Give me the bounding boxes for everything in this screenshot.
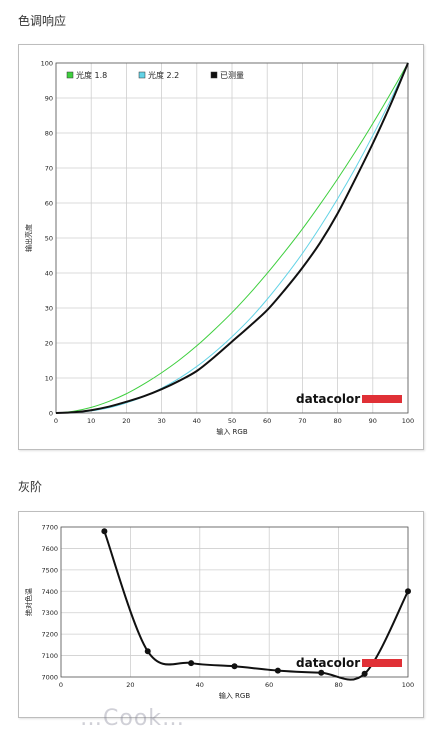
data-point <box>274 667 281 674</box>
y-tick-label: 7700 <box>41 524 58 532</box>
x-tick-label: 40 <box>193 417 201 425</box>
plot-frame <box>55 62 409 414</box>
x-tick-label: 60 <box>263 417 271 425</box>
data-point <box>188 660 195 667</box>
y-tick-label: 50 <box>45 235 53 243</box>
datacolor-logo-bar <box>362 659 402 667</box>
x-tick-label: 90 <box>369 417 377 425</box>
y-tick-label: 10 <box>45 375 53 383</box>
y-axis-label: 输出亮度 <box>24 224 33 252</box>
y-tick-label: 70 <box>45 165 53 173</box>
y-tick-label: 20 <box>45 340 53 348</box>
series-line-1 <box>55 62 409 414</box>
grayscale-chart: 0 20 40 60 80 100 7000 7100 7200 7300 7400 7500 7600… <box>24 524 414 701</box>
series-line-2 <box>55 62 409 414</box>
y-tick-label: 30 <box>45 305 53 313</box>
x-tick-label: 0 <box>59 681 63 689</box>
y-tick-label: 7600 <box>41 545 58 553</box>
x-tick-label: 40 <box>196 681 204 689</box>
tone-response-panel: 0 10 20 30 40 50 60 70 80 90 100 0 10 20 30 40 50 60 70 80 9… <box>18 44 424 450</box>
legend-label-1: 光度 2.2 <box>148 70 179 80</box>
tone-response-chart: 0 10 20 30 40 50 60 70 80 90 100 0 10 20 30 40 50 60 70 80 9… <box>24 60 414 437</box>
y-tick-label: 7500 <box>41 566 58 574</box>
datacolor-logo: datacolor <box>296 392 360 406</box>
data-point <box>405 588 411 595</box>
plot-area <box>61 527 408 677</box>
x-axis-label: 输入 RGB <box>216 427 248 436</box>
x-axis-label: 输入 RGB <box>219 691 251 700</box>
x-tick-label: 100 <box>402 681 414 689</box>
series-line-0 <box>55 62 409 414</box>
legend-label-2: 已测量 <box>220 71 244 80</box>
x-tick-label: 80 <box>334 681 342 689</box>
x-tick-label: 20 <box>126 681 134 689</box>
y-tick-label: 60 <box>45 200 53 208</box>
y-tick-label: 7400 <box>41 588 58 596</box>
y-tick-label: 90 <box>45 95 53 103</box>
y-tick-label: 7200 <box>41 631 58 639</box>
watermark: …Cook… <box>80 706 186 731</box>
plot-frame <box>60 526 409 678</box>
y-tick-label: 7100 <box>41 652 58 660</box>
x-tick-label: 0 <box>54 417 58 425</box>
legend-swatch-0 <box>66 71 74 79</box>
data-point <box>144 648 151 655</box>
datacolor-logo: datacolor <box>296 656 360 670</box>
y-axis-label: 绝对色温 <box>24 588 33 616</box>
x-tick-label: 20 <box>122 417 130 425</box>
y-tick-label: 40 <box>45 270 53 278</box>
y-tick-label: 80 <box>45 130 53 138</box>
x-tick-label: 100 <box>402 417 414 425</box>
legend-swatch-1 <box>138 71 146 79</box>
y-tick-label: 0 <box>49 410 53 418</box>
data-point <box>101 528 108 535</box>
x-tick-label: 60 <box>265 681 273 689</box>
data-point <box>231 663 238 670</box>
x-tick-label: 50 <box>228 417 236 425</box>
x-tick-label: 10 <box>87 417 95 425</box>
data-point <box>318 669 325 676</box>
grayscale-panel: 0 20 40 60 80 100 7000 7100 7200 7300 7400 7500 7600… <box>18 511 424 718</box>
data-point <box>361 670 368 677</box>
y-tick-label: 7300 <box>41 609 58 617</box>
grayscale-title: 灰阶 <box>18 480 43 494</box>
datacolor-logo-bar <box>362 395 402 403</box>
y-tick-label: 7000 <box>41 674 58 682</box>
y-tick-label: 100 <box>41 60 53 68</box>
legend-swatch-2 <box>210 71 218 79</box>
tone-response-title: 色调响应 <box>18 14 67 28</box>
x-tick-label: 80 <box>333 417 341 425</box>
x-tick-label: 30 <box>157 417 165 425</box>
x-tick-label: 70 <box>298 417 306 425</box>
legend-label-0: 光度 1.8 <box>76 70 107 80</box>
